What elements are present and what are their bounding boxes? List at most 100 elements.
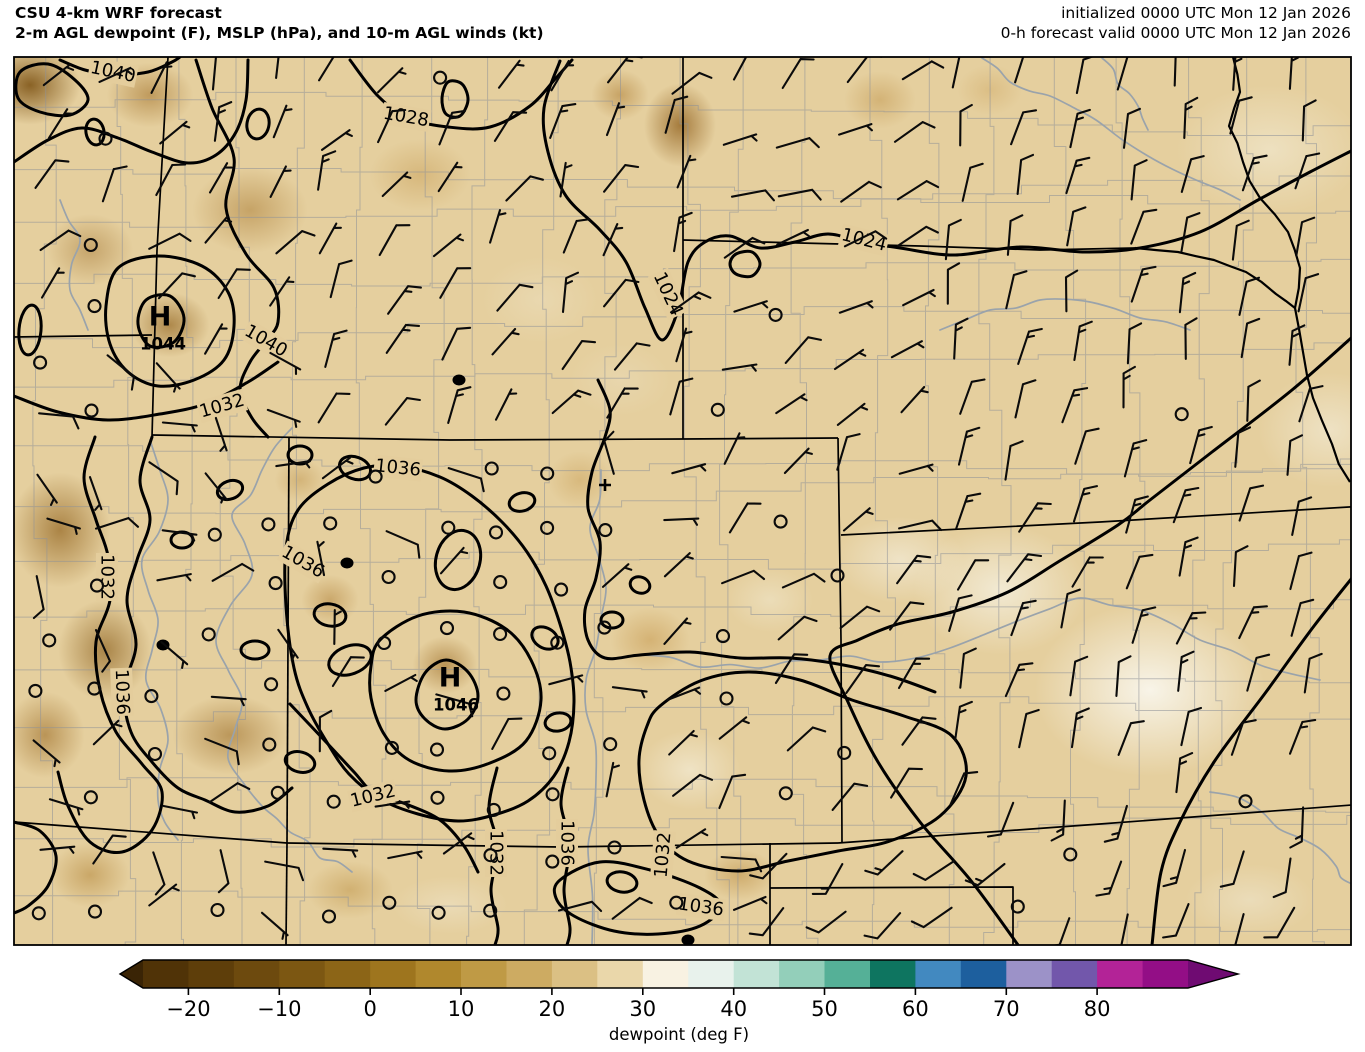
calm-wind-circle [431,905,446,920]
contour-label-group: 1032 [649,830,677,880]
wind-barb [723,236,766,259]
contour-label-bg [347,779,399,813]
wind-barb [732,895,768,911]
colorbar-segment [1006,960,1053,988]
wind-barb [148,461,179,496]
wind-barb [845,664,881,694]
calm-wind-circle [669,895,684,910]
high-markers: H 1044 H 1046 [140,302,479,715]
wind-barb [377,67,407,94]
wind-barb [214,416,228,452]
wind-barb [321,456,354,480]
county-line [176,57,194,945]
mslp-contour-1040 [104,254,236,388]
state-border [151,57,169,438]
wind-barb [320,129,353,151]
wind-barb [668,729,698,756]
figure-title: CSU 4-km WRF forecast 2-m AGL dewpoint (… [15,3,544,43]
wind-barb [161,421,198,433]
wind-barb [92,719,123,746]
calm-wind-circle [488,525,504,540]
wind-barb [603,164,640,193]
wind-barb [211,57,218,91]
wind-barb [961,162,984,202]
wind-barb [106,354,135,391]
wind-barb [777,188,822,201]
calm-wind-circle [483,848,498,863]
county-line [116,57,137,945]
mslp-contour-loop [530,625,560,651]
wind-barb [493,111,528,142]
wind-barb [160,641,189,669]
wind-barb [1303,652,1323,694]
river-border [1134,246,1296,309]
county-line [14,463,1351,515]
wind-barb [559,161,573,198]
wind-barb [204,472,229,504]
wind-barb [549,103,577,139]
calm-wind-circle [1238,794,1253,809]
contour-label-group: 1032 [96,553,118,601]
wind-barb [1272,857,1292,899]
wind-barb [38,412,80,430]
calm-wind-circle [368,469,383,484]
wind-barb [901,716,937,746]
wind-barb [551,389,592,415]
wind-barb [1289,551,1313,591]
colorbar-segment [960,960,1007,988]
high-symbol: H [149,302,172,333]
wind-barb [910,906,953,929]
county-line [14,890,1351,932]
colorbar-tick-label: 10 [448,997,475,1021]
calm-wind-circle [207,527,222,542]
wind-barb [317,392,351,424]
wind-barb [1241,154,1268,192]
wind-barb [775,137,820,149]
wind-barb [39,845,76,854]
wind-barb [1286,434,1304,476]
colorbar-over-arrow [1188,960,1238,988]
wind-barb [316,540,326,577]
wind-barb [439,546,469,575]
wind-barb [494,388,518,421]
wind-barb [718,773,747,810]
calm-wind-circle [210,902,225,918]
wind-barb [40,267,65,299]
wind-barb [838,300,874,314]
wind-barb [723,432,746,465]
wind-barb [148,883,180,907]
contour-label: 1036 [557,820,578,866]
contour-label-group: 1032 [195,388,249,424]
wind-barb [385,323,421,354]
colorbar-ticks: −20 −10 0 10 20 30 40 50 60 70 80 [166,988,1110,1021]
colorbar-segment [370,960,417,988]
wind-barb [88,476,103,511]
wind-barb [898,463,934,475]
wind-barb [776,228,811,246]
wind-barb [447,467,485,493]
wind-barb [838,123,873,136]
wind-barb [1301,99,1317,142]
calm-wind-circle [554,582,569,597]
calm-wind-circle [83,237,98,253]
wind-barb [272,104,293,139]
calm-wind-circle [87,904,103,919]
calm-wind-circle [144,689,159,704]
mslp-contour-loop [628,575,652,595]
wind-barb [213,101,233,142]
calm-wind-circle [147,746,163,762]
contour-label: 1032 [97,554,118,600]
run-info: initialized 0000 UTC Mon 12 Jan 2026 0-h… [1001,3,1351,43]
wind-barb [889,601,925,631]
valid-time: 0-h forecast valid 0000 UTC Mon 12 Jan 2… [1000,24,1351,42]
calm-wind-circle [830,568,845,583]
county-line [355,57,387,945]
wind-barb [1230,719,1257,756]
calm-wind-circle [441,520,456,535]
wind-barb [561,271,580,314]
wind-barb [269,276,295,307]
contour-label-group: 1040 [87,57,139,88]
mslp-contour-1024 [728,249,762,279]
wind-barb [611,896,653,920]
contour-label-bg [649,830,677,880]
